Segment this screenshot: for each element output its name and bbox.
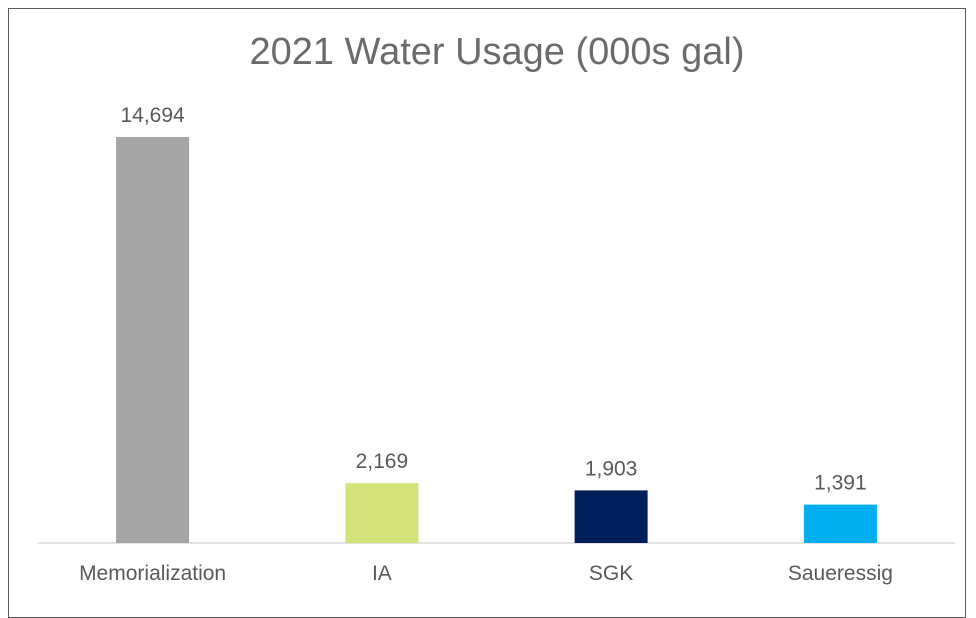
x-tick-label-saueressig: Saueressig	[788, 562, 893, 585]
x-tick-label-memorialization: Memorialization	[79, 562, 226, 585]
data-labels-group: 14,694 2,169 1,903 1,391	[120, 104, 866, 495]
bar-memorialization	[116, 137, 190, 543]
bar-sgk	[574, 490, 648, 543]
data-label-saueressig: 1,391	[814, 472, 867, 495]
chart-title: 2021 Water Usage (000s gal)	[250, 31, 745, 73]
bar-ia	[345, 483, 419, 543]
data-label-sgk: 1,903	[585, 457, 638, 480]
x-tick-label-sgk: SGK	[589, 562, 633, 585]
data-label-memorialization: 14,694	[120, 104, 185, 127]
bars-group	[116, 137, 877, 543]
data-label-ia: 2,169	[356, 450, 409, 473]
x-tick-labels: Memorialization IA SGK Saueressig	[79, 562, 893, 585]
bar-saueressig	[803, 504, 877, 543]
x-tick-label-ia: IA	[372, 562, 392, 585]
